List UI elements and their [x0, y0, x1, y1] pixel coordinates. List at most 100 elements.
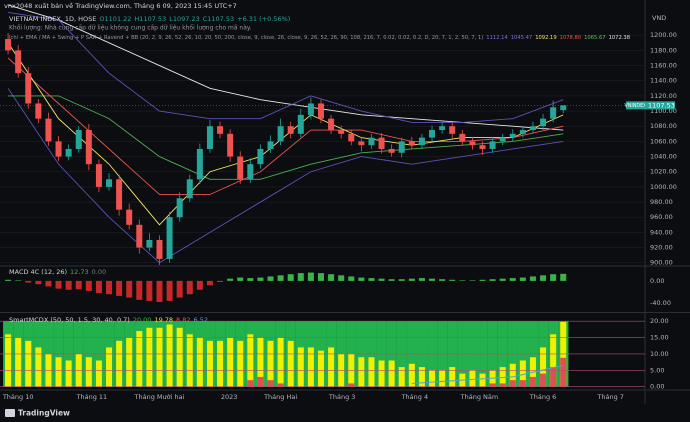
candle-body [227, 133, 234, 157]
candle-body [378, 137, 385, 149]
level-bar [257, 376, 264, 387]
symbol-tag [626, 101, 645, 110]
y-tick-label: -40.00 [650, 299, 671, 307]
level-bar [156, 327, 163, 387]
indicator-value: 1078.80 [560, 35, 581, 41]
candle-body [540, 118, 547, 127]
level-bar [65, 360, 72, 387]
candle-body [257, 148, 264, 165]
candle-body [85, 130, 92, 165]
level-bar [136, 331, 143, 387]
histogram-bar [166, 280, 173, 301]
brand: TradingView [18, 409, 70, 418]
brand-logo [5, 409, 15, 417]
indicator-line [7, 88, 564, 264]
price-label: 1107.53 [648, 101, 675, 109]
histogram-bar [550, 274, 557, 281]
level-bar [540, 373, 547, 387]
x-tick-label: Tháng Mười hai [134, 393, 185, 401]
y-tick-label: 1100.00 [650, 107, 677, 115]
histogram-bar [75, 280, 82, 290]
y-tick-label: 980.00 [650, 198, 673, 206]
symbol-title: VIETNAM INDEX, 1D, HOSE [9, 15, 96, 23]
level-bar [560, 357, 567, 387]
histogram-bar [267, 276, 274, 281]
histogram-bar [106, 280, 113, 295]
candle-body [317, 103, 324, 119]
currency: VND [652, 14, 666, 22]
ohlc-value: C1107.53 [203, 15, 234, 23]
y-tick-label: 5.00 [650, 366, 664, 374]
histogram-bar [429, 278, 436, 281]
y-tick-label: 900.00 [650, 259, 673, 267]
candle-body [95, 164, 102, 187]
histogram-bar [55, 280, 62, 289]
symbol-label: VNINDEX [625, 103, 648, 109]
level-bar [15, 337, 22, 387]
level-bar [247, 334, 254, 387]
histogram-bar [176, 280, 183, 298]
level-bar [398, 367, 405, 387]
candle-body [186, 179, 193, 199]
level-bar [560, 321, 567, 387]
y-tick-label: 1020.00 [650, 168, 677, 176]
y-tick-label: 0.00 [650, 277, 664, 285]
candle-body [287, 126, 294, 134]
candle-body [338, 130, 345, 134]
y-tick-label: 920.00 [650, 244, 673, 252]
x-tick-label: 2023 [221, 393, 238, 401]
indicator-line [411, 364, 564, 384]
level-bar [307, 347, 314, 387]
level-bar [317, 350, 324, 387]
x-tick-label: Tháng Năm [460, 393, 499, 401]
level-bar [328, 347, 335, 387]
indicator-line [8, 12, 564, 123]
x-tick-label: Tháng 3 [328, 393, 356, 401]
histogram-bar [206, 280, 213, 286]
level-bar [116, 340, 123, 387]
ohlc-value: +6.31 (+0.56%) [237, 15, 290, 23]
candle-body [166, 217, 173, 259]
level-bar [186, 334, 193, 387]
candle-body [348, 133, 355, 142]
candle-body [297, 114, 304, 134]
indicator-line [7, 42, 564, 226]
x-tick-label: Tháng 10 [2, 393, 34, 401]
histogram-bar [95, 280, 102, 294]
histogram-bar [418, 278, 425, 281]
level-bar [408, 363, 415, 387]
x-tick-label: Tháng 6 [529, 393, 557, 401]
ohlc-value: H1107.53 [134, 15, 166, 23]
histogram-bar [35, 280, 42, 285]
candle-body [5, 39, 12, 51]
candle-body [35, 103, 42, 119]
histogram-bar [540, 275, 547, 281]
level-bar [489, 383, 496, 387]
level-bar [499, 367, 506, 387]
level-bar [267, 380, 274, 387]
histogram-bar [388, 279, 395, 281]
level-bar [25, 340, 32, 387]
histogram-bar [186, 280, 193, 295]
histogram-bar [459, 280, 466, 281]
y-tick-label: 1040.00 [650, 153, 677, 161]
histogram-bar [479, 279, 486, 281]
y-tick-label: 20.00 [650, 317, 669, 325]
candle-body [247, 164, 254, 180]
histogram-bar [85, 280, 92, 291]
y-tick-label: 1060.00 [650, 137, 677, 145]
level-bar [237, 340, 244, 387]
level-bar [247, 380, 254, 387]
level-bar [176, 327, 183, 387]
histogram-bar [65, 280, 72, 290]
candle-body [388, 148, 395, 153]
candle-body [307, 103, 314, 115]
candle-body [156, 239, 163, 259]
candle-body [560, 105, 567, 111]
candle-body [15, 50, 22, 74]
level-bar [206, 340, 213, 387]
candle-body [499, 137, 506, 142]
histogram-bar [217, 280, 224, 282]
level-bar [126, 337, 133, 387]
y-tick-label: 960.00 [650, 213, 673, 221]
